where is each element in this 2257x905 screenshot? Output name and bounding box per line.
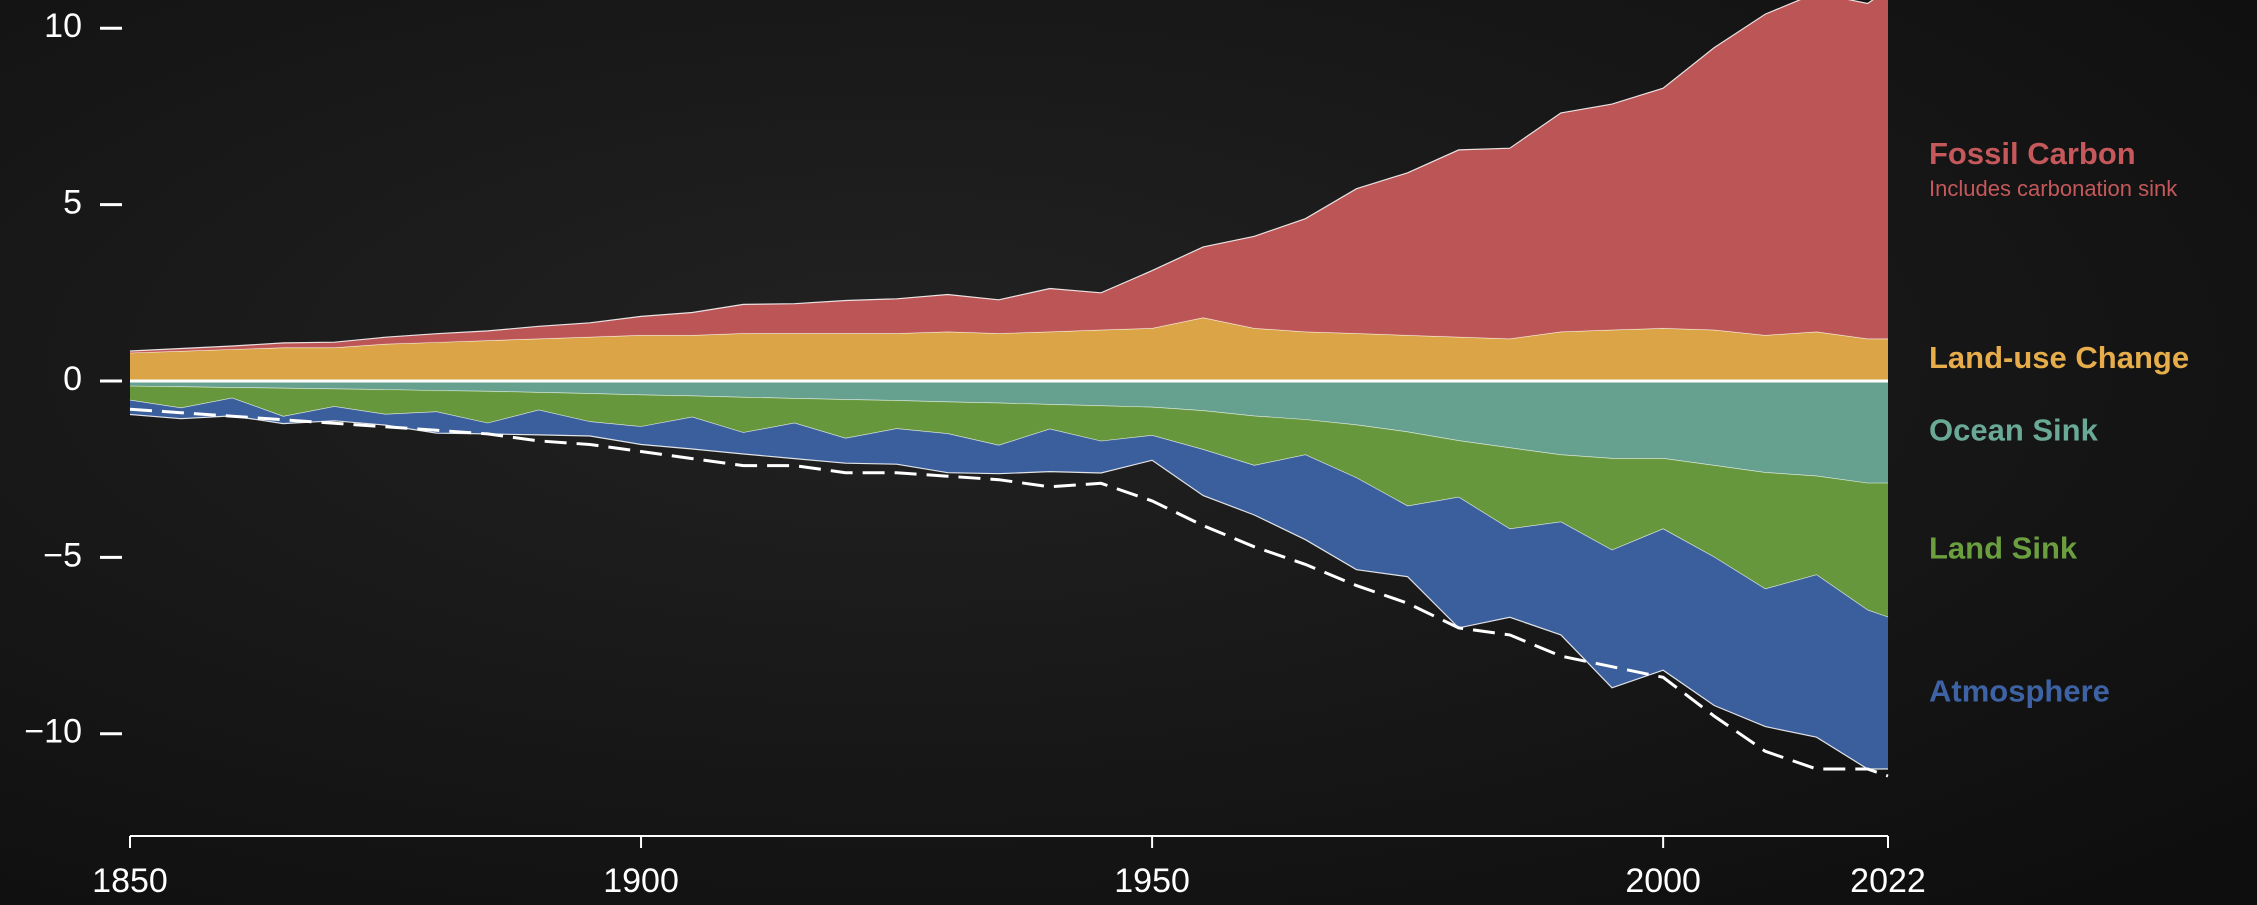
- area: [130, 0, 1888, 353]
- legend-label: Land Sink: [1929, 530, 2078, 565]
- legend-label: Atmosphere: [1929, 673, 2110, 708]
- y-tick-label: 5: [63, 184, 82, 222]
- area: [130, 317, 1888, 381]
- area-edge: [129, 413, 1888, 770]
- legend-note: Includes carbonation sink: [1929, 176, 2178, 201]
- legend-label: Land-use Change: [1929, 340, 2189, 375]
- y-tick-label: 10: [44, 7, 82, 45]
- y-tick-label: −10: [24, 713, 82, 751]
- legend-label: Ocean Sink: [1929, 412, 2099, 447]
- dashed-line: [129, 407, 1889, 778]
- x-tick-label: 2000: [1625, 862, 1701, 900]
- area: [130, 381, 1888, 484]
- x-tick-label: 2022: [1850, 862, 1926, 900]
- area: [130, 398, 1888, 769]
- area: [130, 386, 1888, 618]
- area-edge: [129, 0, 1874, 352]
- x-tick-label: 1850: [92, 862, 168, 900]
- x-tick-label: 1950: [1114, 862, 1190, 900]
- legend-label: Fossil Carbon: [1929, 136, 2136, 171]
- y-tick-label: −5: [43, 536, 82, 574]
- x-tick-label: 1900: [603, 862, 679, 900]
- y-tick-label: 0: [63, 360, 82, 398]
